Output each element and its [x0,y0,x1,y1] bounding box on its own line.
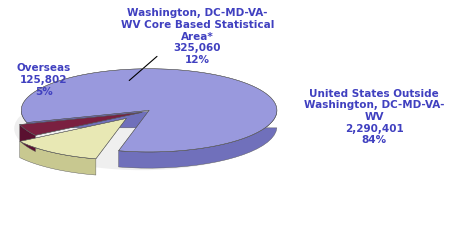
Text: Overseas
125,802
5%: Overseas 125,802 5% [17,63,71,97]
Polygon shape [20,112,142,135]
Polygon shape [21,112,277,168]
Polygon shape [21,69,277,152]
Ellipse shape [14,87,270,170]
Polygon shape [20,118,126,159]
Polygon shape [20,141,96,175]
Text: United States Outside
Washington, DC-MD-VA-
WV
2,290,401
84%: United States Outside Washington, DC-MD-… [304,89,445,145]
Text: Washington, DC-MD-VA-
WV Core Based Statistical
Area*
325,060
12%: Washington, DC-MD-VA- WV Core Based Stat… [121,8,274,65]
Polygon shape [20,124,35,152]
